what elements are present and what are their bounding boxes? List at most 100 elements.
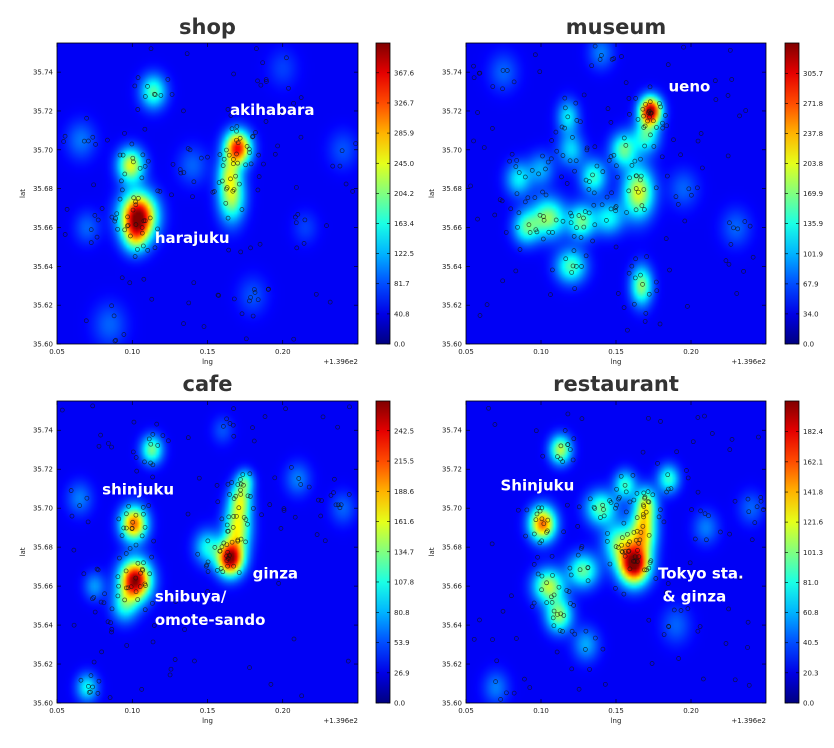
- point-marker: [133, 222, 139, 227]
- point-marker: [626, 96, 632, 101]
- point-marker: [622, 482, 628, 488]
- annotation-label: ueno: [669, 78, 711, 96]
- colorbar-tick-label: 242.5: [394, 427, 414, 435]
- point-marker: [637, 177, 643, 183]
- point-marker: [105, 137, 110, 143]
- point-marker: [143, 583, 148, 588]
- y-tick-label: 35.60: [33, 700, 53, 708]
- point-marker: [557, 628, 563, 633]
- point-marker: [167, 672, 173, 678]
- point-marker: [219, 516, 225, 522]
- point-marker: [221, 424, 226, 429]
- point-marker: [640, 449, 646, 455]
- point-marker: [623, 143, 629, 148]
- point-marker: [582, 209, 588, 214]
- point-marker: [345, 658, 351, 664]
- point-marker: [569, 628, 575, 634]
- colorbar-tick-label: 0.0: [394, 341, 405, 349]
- y-tick-label: 35.66: [33, 224, 54, 232]
- point-marker: [135, 560, 141, 566]
- point-marker: [471, 63, 476, 69]
- point-marker: [191, 280, 197, 286]
- point-marker: [602, 681, 608, 687]
- point-marker: [625, 549, 631, 554]
- point-marker: [220, 163, 226, 168]
- point-marker: [643, 311, 649, 316]
- point-marker: [69, 513, 75, 519]
- point-marker: [633, 96, 639, 101]
- colorbar-tick-label: 122.5: [394, 250, 414, 258]
- point-marker: [522, 676, 527, 682]
- point-marker: [590, 238, 595, 244]
- point-marker: [636, 540, 642, 546]
- point-marker: [294, 185, 299, 190]
- point-marker: [642, 319, 648, 324]
- y-tick-label: 35.66: [442, 224, 463, 232]
- point-marker: [568, 210, 573, 216]
- point-marker: [335, 502, 341, 508]
- y-tick-label: 35.60: [442, 341, 462, 349]
- point-marker: [664, 123, 669, 129]
- point-marker: [471, 636, 477, 642]
- point-marker: [109, 606, 115, 612]
- point-marker: [625, 531, 630, 537]
- point-marker: [92, 213, 98, 218]
- point-marker: [600, 169, 606, 175]
- point-marker: [619, 548, 625, 554]
- point-marker: [498, 697, 503, 702]
- point-marker: [548, 156, 554, 162]
- point-marker: [61, 139, 66, 144]
- y-tick-label: 35.70: [33, 505, 53, 513]
- point-marker: [121, 332, 127, 337]
- point-marker: [289, 465, 294, 470]
- point-marker: [257, 241, 263, 247]
- point-marker: [281, 508, 287, 513]
- point-marker: [592, 43, 598, 49]
- point-marker: [629, 263, 635, 269]
- point-marker: [579, 544, 585, 549]
- point-marker: [239, 207, 245, 212]
- point-marker: [248, 245, 253, 251]
- point-marker: [109, 444, 114, 450]
- point-marker: [514, 191, 520, 197]
- point-marker: [706, 513, 711, 519]
- point-marker: [600, 502, 605, 508]
- point-marker: [556, 584, 562, 590]
- point-marker: [585, 578, 591, 584]
- point-marker: [641, 490, 647, 496]
- point-marker: [661, 632, 667, 637]
- x-axis-label: lng: [202, 358, 213, 366]
- point-marker: [514, 636, 519, 641]
- point-marker: [244, 144, 250, 149]
- annotation-label: ginza: [253, 564, 298, 582]
- point-marker: [228, 176, 233, 182]
- point-marker: [571, 603, 576, 608]
- point-marker: [620, 549, 625, 555]
- point-marker: [549, 138, 554, 143]
- x-tick-label: 0.20: [275, 348, 291, 356]
- point-marker: [540, 189, 545, 195]
- point-marker: [613, 204, 619, 209]
- point-marker: [131, 419, 137, 425]
- point-marker: [644, 567, 650, 573]
- point-marker: [147, 571, 153, 577]
- point-marker: [203, 563, 209, 569]
- colorbar-tick-label: 134.7: [394, 548, 414, 556]
- point-marker: [743, 108, 749, 113]
- point-marker: [749, 537, 755, 543]
- point-marker: [484, 302, 490, 307]
- point-marker: [583, 628, 589, 634]
- point-marker: [59, 407, 65, 413]
- point-marker: [486, 405, 491, 411]
- point-marker: [98, 432, 104, 438]
- point-marker: [494, 658, 500, 664]
- point-marker: [653, 185, 659, 191]
- y-tick-label: 35.66: [33, 583, 54, 591]
- y-tick-label: 35.68: [442, 544, 462, 552]
- point-marker: [583, 253, 589, 259]
- point-marker: [185, 511, 191, 517]
- point-marker: [695, 138, 701, 144]
- point-marker: [631, 530, 637, 535]
- point-marker: [640, 282, 645, 287]
